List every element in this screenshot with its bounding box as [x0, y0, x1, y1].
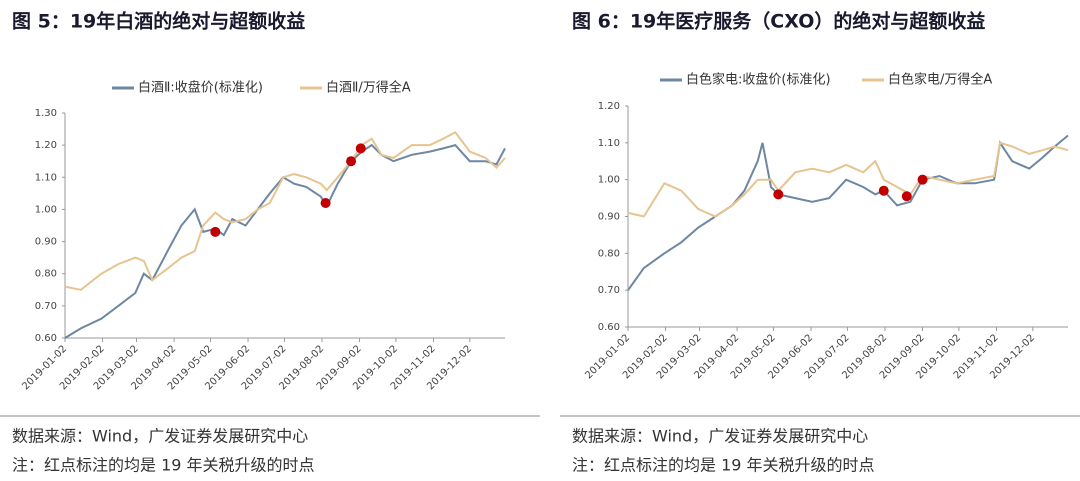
y-tick-label: 1.20 — [35, 140, 57, 151]
note: 注：红点标注的均是 19 年关税升级的时点 — [572, 456, 875, 475]
chart-title: 图 5：19年白酒的绝对与超额收益 — [12, 10, 305, 33]
highlight-dot — [917, 174, 928, 185]
legend-label: 白色家电:收盘价(标准化) — [686, 72, 831, 88]
y-tick-label: 0.90 — [35, 237, 57, 248]
y-tick-label: 0.60 — [598, 322, 620, 333]
series-line — [627, 134, 1069, 291]
highlight-dot — [210, 226, 221, 237]
y-tick-label: 0.80 — [35, 269, 57, 280]
highlight-dot — [901, 191, 912, 202]
highlight-dot — [355, 143, 366, 154]
y-tick-label: 0.70 — [598, 285, 620, 296]
series-line — [64, 143, 506, 339]
series-line — [64, 131, 506, 291]
y-tick-label: 0.80 — [598, 248, 620, 259]
y-tick-label: 1.00 — [35, 204, 57, 215]
y-tick-label: 1.20 — [598, 101, 620, 112]
legend-label: 白色家电/万得全A — [888, 72, 992, 88]
y-tick-label: 0.90 — [598, 212, 620, 223]
y-tick-label: 1.30 — [35, 108, 57, 119]
chart-title: 图 6：19年医疗服务（CXO）的绝对与超额收益 — [572, 10, 985, 33]
source: 数据来源：Wind，广发证券发展研究中心 — [12, 427, 308, 446]
legend-label: 白酒Ⅱ/万得全A — [326, 80, 411, 96]
highlight-dot — [773, 189, 784, 200]
y-tick-label: 0.70 — [35, 301, 57, 312]
highlight-dot — [878, 185, 889, 196]
y-tick-label: 1.10 — [598, 138, 620, 149]
note: 注：红点标注的均是 19 年关税升级的时点 — [12, 456, 315, 475]
highlight-dot — [320, 198, 331, 208]
legend-label: 白酒Ⅱ:收盘价(标准化) — [138, 80, 263, 96]
series-line — [627, 141, 1069, 218]
y-tick-label: 1.10 — [35, 172, 57, 183]
highlight-dot — [346, 156, 357, 167]
y-tick-label: 0.60 — [35, 333, 57, 344]
y-tick-label: 1.00 — [598, 175, 620, 186]
source: 数据来源：Wind，广发证券发展研究中心 — [572, 427, 868, 446]
